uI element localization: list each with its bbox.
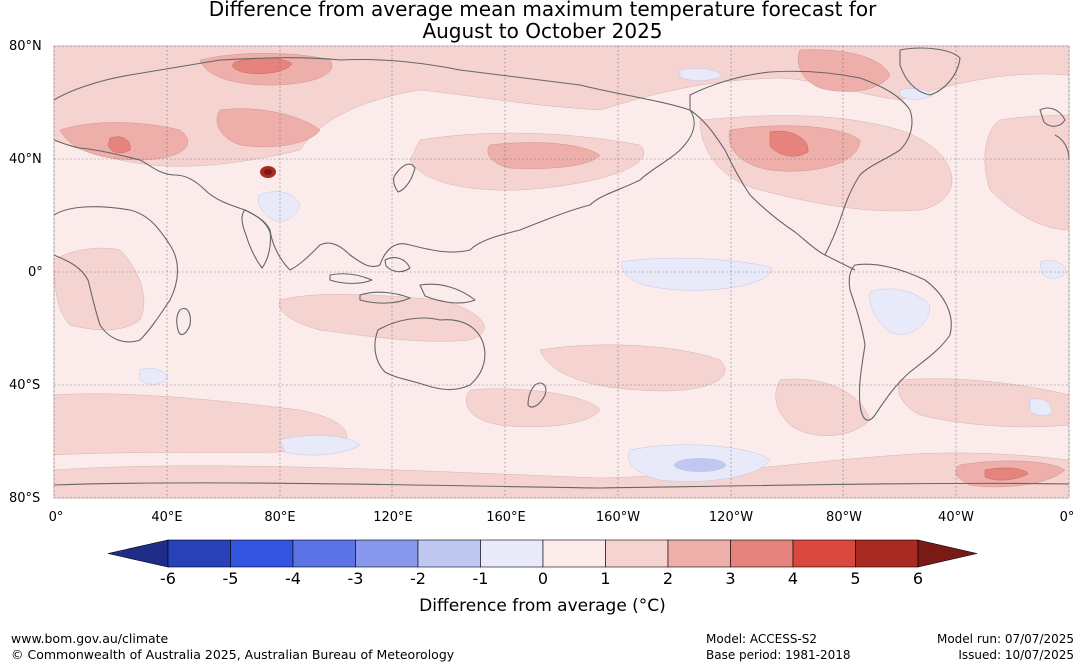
colorbar-tick-label: -6 <box>160 569 176 588</box>
base-period: Base period: 1981-2018 <box>706 648 851 662</box>
lat-label-80n: 80°N <box>9 39 42 54</box>
lon-label-120w: 120°W <box>708 510 754 525</box>
colorbar-swatch <box>855 539 919 568</box>
colorbar-tick-label: 5 <box>850 569 861 588</box>
lon-label-40w: 40°W <box>938 510 974 525</box>
south-america-outline <box>848 263 952 421</box>
land-outlines <box>53 47 1070 489</box>
colorbar-swatch <box>355 539 419 568</box>
lat-label-equator: 0° <box>28 265 43 280</box>
lat-label-40s: 40°S <box>9 378 41 393</box>
model-name: Model: ACCESS-S2 <box>706 632 818 646</box>
colorbar-tick-label: -5 <box>222 569 239 588</box>
colorbar <box>107 539 978 568</box>
issued-date: Issued: 10/07/2025 <box>958 648 1074 662</box>
anomaly-regions-hot <box>107 57 1029 481</box>
lon-label-0-east: 0° <box>1059 510 1075 525</box>
lon-label-80w: 80°W <box>826 510 862 525</box>
lon-label-160e: 160°E <box>486 510 526 525</box>
map-title-line1: Difference from average mean maximum tem… <box>208 0 877 21</box>
website-link[interactable]: www.bom.gov.au/climate <box>11 631 169 646</box>
lat-label-40n: 40°N <box>9 152 42 167</box>
lon-label-160w: 160°W <box>595 510 641 525</box>
eurasia-outline <box>53 57 695 271</box>
lon-label-40e: 40°E <box>151 510 183 525</box>
africa-outline <box>53 206 179 343</box>
colorbar-tick-label: -1 <box>472 569 489 588</box>
north-america-outline <box>689 70 913 256</box>
cool-regions-core <box>674 458 726 472</box>
lon-label-80e: 80°E <box>264 510 296 525</box>
colorbar-tick-label: 3 <box>725 569 736 588</box>
colorbar-tick-label: 2 <box>662 569 674 588</box>
colorbar-tick-label: -3 <box>347 569 364 588</box>
colorbar-swatch <box>542 539 606 568</box>
colorbar-swatch <box>730 539 794 568</box>
colorbar-swatch <box>480 539 544 568</box>
hot-spot <box>260 166 276 178</box>
lon-label-120e: 120°E <box>373 510 413 525</box>
graticule <box>53 45 1070 499</box>
copyright-text: © Commonwealth of Australia 2025, Austra… <box>11 647 455 662</box>
colorbar-swatch <box>417 539 481 568</box>
colorbar-swatch <box>792 539 856 568</box>
colorbar-swatch <box>292 539 356 568</box>
colorbar-tick-label: 1 <box>600 569 611 588</box>
colorbar-tick-label: -4 <box>285 569 301 588</box>
colorbar-tick-label: 4 <box>787 569 799 588</box>
colorbar-swatch <box>605 539 669 568</box>
colorbar-arrow-low <box>107 539 169 568</box>
colorbar-swatch <box>667 539 731 568</box>
colorbar-arrow-high <box>917 539 978 568</box>
colorbar-swatch <box>167 539 231 568</box>
lon-label-0: 0° <box>48 510 64 525</box>
colorbar-swatch <box>230 539 294 568</box>
lat-label-80s: 80°S <box>9 491 41 506</box>
colorbar-tick-label: 0 <box>537 569 549 588</box>
model-run-date: Model run: 07/07/2025 <box>936 632 1074 646</box>
colorbar-tick-label: 6 <box>912 569 924 588</box>
map-title-line2: August to October 2025 <box>422 19 663 43</box>
colorbar-tick-label: -2 <box>410 569 426 588</box>
cool-regions <box>139 68 1067 482</box>
colorbar-label: Difference from average (°C) <box>419 596 666 616</box>
india-outline <box>241 209 272 269</box>
